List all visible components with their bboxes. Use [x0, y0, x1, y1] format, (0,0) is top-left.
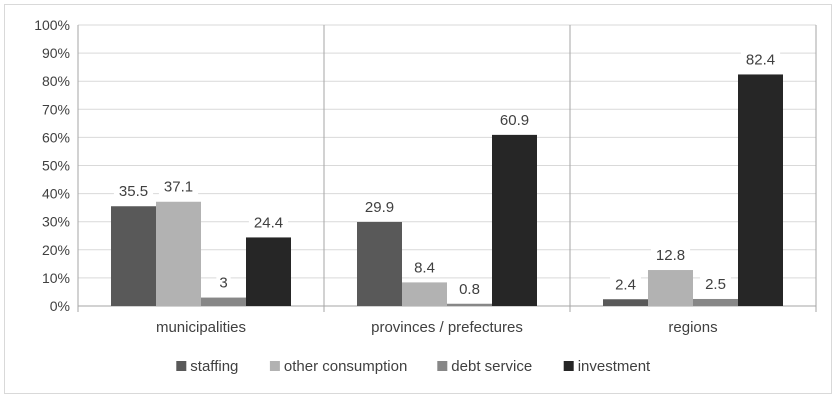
y-tick-label: 40% [42, 186, 70, 202]
bar [693, 298, 738, 306]
legend-swatch [437, 361, 448, 371]
data-label: 2.4 [615, 276, 636, 293]
legend-label: debt service [451, 358, 532, 375]
data-label-bg [248, 214, 289, 233]
data-label: 0.8 [459, 281, 480, 298]
data-labels: 35.5 37.1 3 24.4 29.9 8.4 0.8 60.9 2.4 12.8 2.5 82.… [113, 51, 781, 299]
data-label: 82.4 [746, 51, 775, 68]
legend-swatch [176, 361, 187, 371]
legend: staffing other consumption debt service inv… [176, 358, 651, 375]
data-label: 60.9 [500, 112, 529, 129]
data-label-bg [454, 280, 485, 299]
data-label: 35.5 [119, 183, 148, 200]
chart-frame [4, 4, 832, 394]
y-tick-label: 70% [42, 101, 70, 117]
data-label-bg [113, 183, 154, 202]
legend-swatch [563, 361, 574, 371]
y-tick-label: 0% [50, 298, 70, 314]
bar [156, 201, 201, 306]
data-label-bg [359, 198, 400, 217]
data-label: 2.5 [705, 276, 726, 293]
y-tick-label: 50% [42, 158, 70, 174]
legend-swatch [269, 361, 280, 371]
legend-label: investment [578, 358, 651, 375]
y-tick-label: 90% [42, 45, 70, 61]
data-label-bg [494, 111, 535, 130]
data-label-bg [700, 275, 731, 294]
data-label-bg [740, 51, 781, 70]
x-tick-label: regions [668, 319, 717, 336]
x-tick-label: municipalities [156, 319, 246, 336]
bars [111, 74, 783, 307]
data-label-bg [158, 178, 199, 197]
data-label-bg [650, 247, 691, 266]
y-tick-label: 60% [42, 129, 70, 145]
bar [738, 74, 783, 307]
bar [201, 297, 246, 306]
bar [111, 206, 156, 306]
data-label: 3 [219, 275, 227, 292]
y-tick-label: 100% [34, 17, 70, 33]
data-label: 24.4 [254, 214, 283, 231]
bar [447, 303, 492, 306]
data-label: 29.9 [365, 199, 394, 216]
data-label-bg [610, 276, 641, 295]
data-label-bg [409, 259, 440, 278]
bar [402, 282, 447, 306]
legend-label: staffing [190, 358, 238, 375]
y-axis: 0% 10% 20% 30% 40% 50% 60% 70% 80% 90% 100% [34, 17, 70, 314]
bar [648, 270, 693, 306]
x-axis: municipalities provinces / prefectures reg… [156, 319, 718, 336]
bar [603, 299, 648, 306]
bar [492, 134, 537, 306]
y-tick-label: 20% [42, 242, 70, 258]
data-label-bg [216, 274, 231, 293]
bar [357, 221, 402, 306]
y-tick-label: 80% [42, 73, 70, 89]
y-tick-label: 10% [42, 270, 70, 286]
legend-label: other consumption [284, 358, 407, 375]
data-label: 8.4 [414, 259, 435, 276]
data-label: 37.1 [164, 179, 193, 196]
y-tick-label: 30% [42, 214, 70, 230]
bar [246, 237, 291, 306]
x-tick-label: provinces / prefectures [371, 319, 523, 336]
data-label: 12.8 [656, 247, 685, 264]
